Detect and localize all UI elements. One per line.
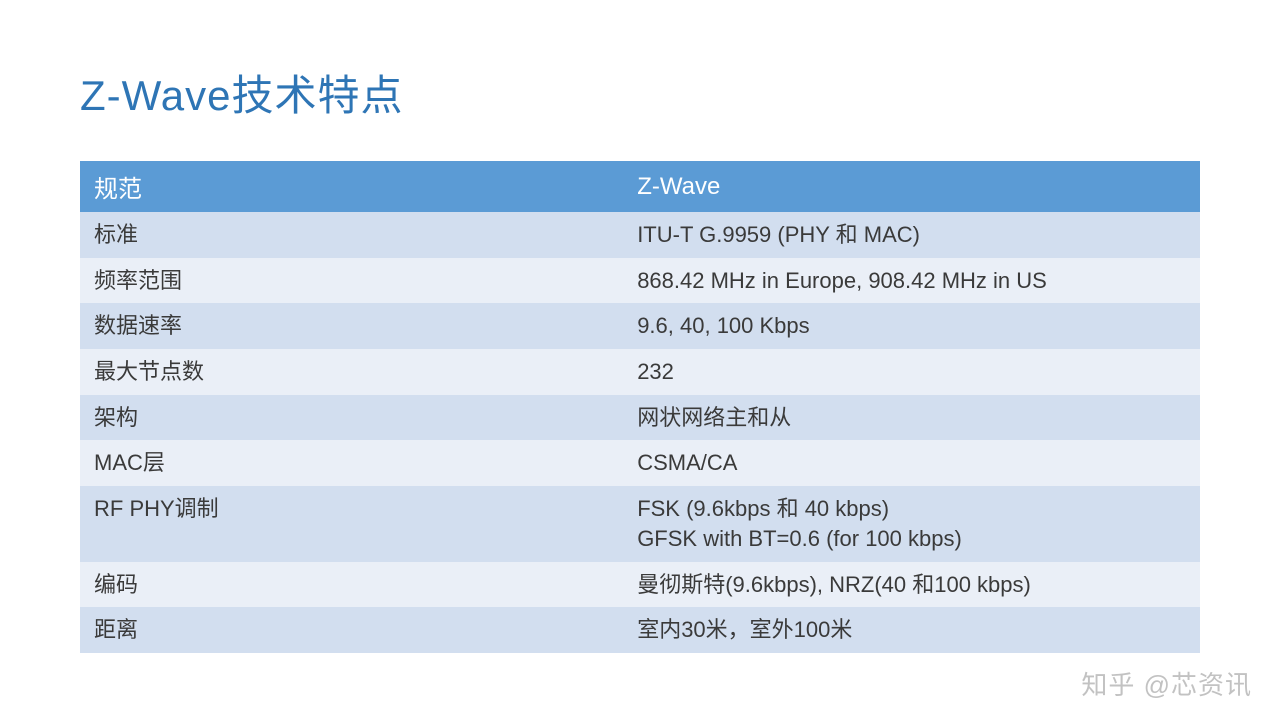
row-key: 频率范围 — [80, 258, 623, 304]
row-value: 室内30米，室外100米 — [623, 607, 1200, 653]
row-value: CSMA/CA — [623, 440, 1200, 486]
row-value: 曼彻斯特(9.6kbps), NRZ(40 和100 kbps) — [623, 562, 1200, 608]
row-key: 标准 — [80, 212, 623, 258]
row-key: 架构 — [80, 395, 623, 441]
table-row: 架构 网状网络主和从 — [80, 395, 1200, 441]
table-row: 标准 ITU-T G.9959 (PHY 和 MAC) — [80, 212, 1200, 258]
watermark-text: 知乎 @芯资讯 — [1081, 665, 1252, 702]
row-value: 网状网络主和从 — [623, 395, 1200, 441]
table-row: 最大节点数 232 — [80, 349, 1200, 395]
table-row: 编码 曼彻斯特(9.6kbps), NRZ(40 和100 kbps) — [80, 562, 1200, 608]
row-value: 232 — [623, 349, 1200, 395]
table-header-row: 规范 Z-Wave — [80, 161, 1200, 212]
row-key: 最大节点数 — [80, 349, 623, 395]
table-row: 数据速率 9.6, 40, 100 Kbps — [80, 303, 1200, 349]
row-value: ITU-T G.9959 (PHY 和 MAC) — [623, 212, 1200, 258]
page-title: Z-Wave技术特点 — [80, 62, 1200, 123]
row-key: 距离 — [80, 607, 623, 653]
row-key: MAC层 — [80, 440, 623, 486]
table-header-value: Z-Wave — [623, 161, 1200, 212]
row-value: 868.42 MHz in Europe, 908.42 MHz in US — [623, 258, 1200, 304]
table-header-key: 规范 — [80, 161, 623, 212]
table-row: RF PHY调制 FSK (9.6kbps 和 40 kbps)GFSK wit… — [80, 486, 1200, 561]
row-key: RF PHY调制 — [80, 486, 623, 561]
table-row: 频率范围 868.42 MHz in Europe, 908.42 MHz in… — [80, 258, 1200, 304]
slide-container: Z-Wave技术特点 规范 Z-Wave 标准 ITU-T G.9959 (PH… — [0, 0, 1280, 720]
table-row: 距离 室内30米，室外100米 — [80, 607, 1200, 653]
spec-table: 规范 Z-Wave 标准 ITU-T G.9959 (PHY 和 MAC) 频率… — [80, 161, 1200, 653]
table-row: MAC层 CSMA/CA — [80, 440, 1200, 486]
row-value: FSK (9.6kbps 和 40 kbps)GFSK with BT=0.6 … — [623, 486, 1200, 561]
row-value: 9.6, 40, 100 Kbps — [623, 303, 1200, 349]
row-key: 编码 — [80, 562, 623, 608]
row-key: 数据速率 — [80, 303, 623, 349]
